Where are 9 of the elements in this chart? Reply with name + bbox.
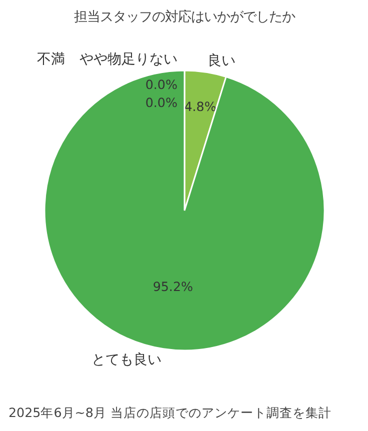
data-label: 95.2%: [152, 279, 194, 294]
slice-label: とても良い: [91, 352, 162, 368]
text: 0.0%: [145, 77, 178, 92]
slice-label: 良い: [208, 53, 236, 70]
category-label: やや物足りない: [80, 51, 178, 68]
category-label: 不満: [36, 51, 65, 68]
chart-title: 担当スタッフの対応はいかがでしたか: [74, 9, 295, 25]
text: 2025年6月~8月 当店の店頭でのアンケート調査を集計: [8, 405, 332, 420]
text: 0.0%: [145, 95, 178, 110]
